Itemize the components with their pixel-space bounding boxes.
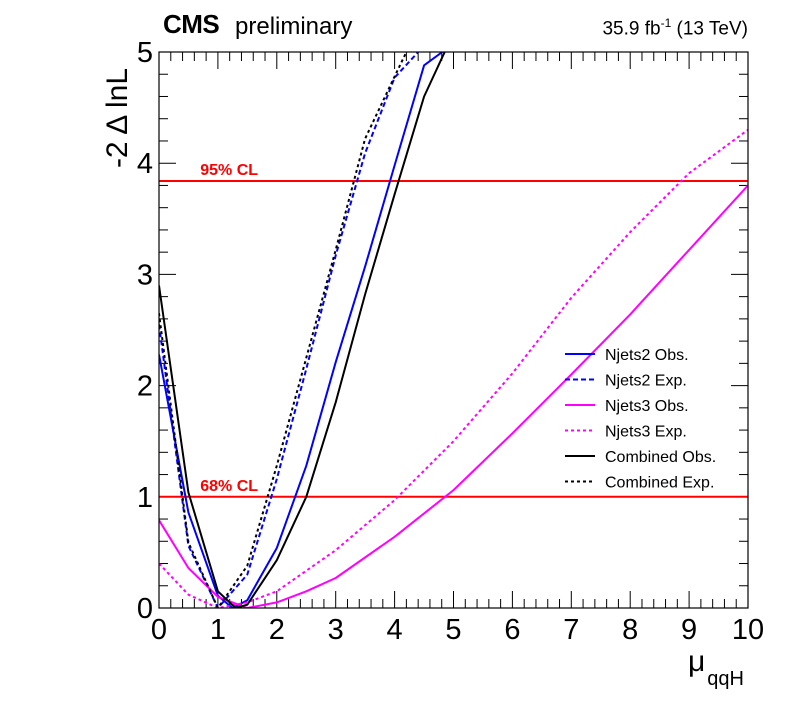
cl-reference-label: 68% CL bbox=[200, 478, 258, 495]
y-tick-label: 1 bbox=[137, 482, 153, 514]
luminosity-label: 35.9 fb-1 (13 TeV) bbox=[602, 16, 748, 40]
y-axis-label: -2 Δ lnL bbox=[101, 67, 134, 169]
series-line bbox=[159, 184, 748, 608]
x-tick-label: 5 bbox=[445, 614, 461, 646]
cl-reference-label: 95% CL bbox=[200, 162, 258, 179]
x-tick-label: 0 bbox=[151, 614, 167, 646]
lumi-value: 35.9 fb bbox=[602, 18, 661, 40]
x-tick-label: 4 bbox=[387, 614, 403, 646]
y-tick-label: 5 bbox=[137, 37, 153, 69]
legend-entry: Njets3 Obs. bbox=[605, 398, 689, 415]
x-tick-label: 10 bbox=[732, 614, 764, 646]
x-tick-label: 6 bbox=[504, 614, 520, 646]
y-tick-label: 3 bbox=[137, 259, 153, 291]
y-tick-label: 4 bbox=[137, 148, 153, 180]
y-tick-label: 0 bbox=[137, 593, 153, 625]
y-tick-label: 2 bbox=[137, 371, 153, 403]
x-axis-label: μqqH bbox=[688, 645, 744, 690]
lumi-exponent: -1 bbox=[660, 16, 672, 30]
legend-entry: Njets3 Exp. bbox=[605, 424, 687, 441]
plot-frame bbox=[158, 51, 749, 609]
x-axis-subscript: qqH bbox=[707, 668, 744, 690]
series-line bbox=[159, 52, 408, 608]
legend-entry: Njets2 Obs. bbox=[605, 347, 689, 364]
series-line bbox=[159, 128, 748, 608]
experiment-label: CMS bbox=[163, 9, 220, 39]
energy-label: (13 TeV) bbox=[676, 18, 748, 40]
x-tick-label: 2 bbox=[269, 614, 285, 646]
series-line bbox=[159, 52, 446, 608]
x-tick-label: 1 bbox=[210, 614, 226, 646]
legend-entry: Combined Obs. bbox=[605, 449, 716, 466]
x-tick-label: 7 bbox=[563, 614, 579, 646]
legend-entry: Combined Exp. bbox=[605, 475, 714, 492]
x-tick-label: 3 bbox=[328, 614, 344, 646]
x-tick-label: 9 bbox=[681, 614, 697, 646]
status-label: preliminary bbox=[235, 13, 353, 40]
x-tick-label: 8 bbox=[622, 614, 638, 646]
series-line bbox=[159, 52, 419, 608]
series-line bbox=[159, 52, 443, 608]
x-axis-symbol: μ bbox=[688, 645, 706, 678]
legend-entry: Njets2 Exp. bbox=[605, 373, 687, 390]
